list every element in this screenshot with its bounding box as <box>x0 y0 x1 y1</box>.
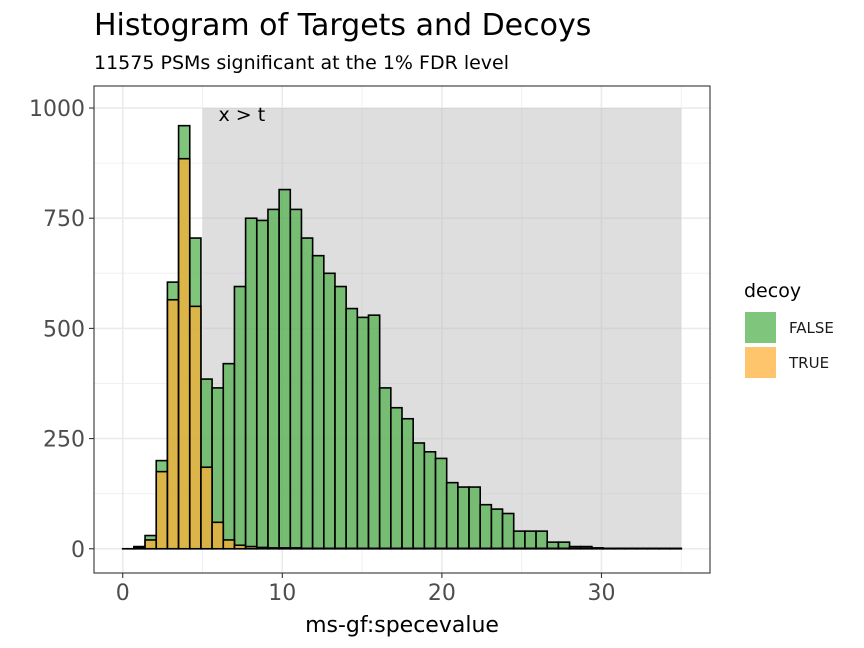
y-tick-label: 1000 <box>29 97 85 122</box>
y-tick-label: 500 <box>43 317 85 342</box>
bar-true <box>278 547 292 550</box>
chart-title: Histogram of Targets and Decoys <box>94 8 591 43</box>
y-tick-label: 0 <box>71 538 85 563</box>
bar-true <box>144 539 158 550</box>
legend: decoy FALSE TRUE <box>744 280 834 378</box>
bar-false <box>311 254 325 550</box>
bar-false <box>501 512 515 550</box>
bar-true <box>244 545 258 550</box>
bar-false <box>255 219 269 550</box>
bar-true <box>133 546 146 550</box>
bar-false <box>345 307 359 550</box>
bar-false <box>244 217 258 550</box>
bar-false <box>434 457 448 550</box>
chart-subtitle: 11575 PSMs significant at the 1% FDR lev… <box>94 52 509 74</box>
y-tick-label: 250 <box>43 428 85 453</box>
bar-false <box>445 481 459 550</box>
legend-key-true <box>745 347 776 378</box>
legend-title: decoy <box>744 280 801 302</box>
bar-true <box>267 547 280 550</box>
bar-false <box>267 208 280 550</box>
bar-false <box>479 503 493 550</box>
bar-false <box>535 530 549 550</box>
bar-false <box>323 272 336 550</box>
bar-false <box>512 530 526 550</box>
bar-false <box>524 530 537 550</box>
x-tick-label: 10 <box>268 581 296 606</box>
bar-true <box>200 466 213 550</box>
shaded-region-label: x > t <box>219 104 266 126</box>
legend-key-false <box>745 312 776 343</box>
bars <box>121 124 683 550</box>
legend-label-true: TRUE <box>788 354 829 372</box>
bar-false <box>390 406 403 550</box>
x-tick-label: 20 <box>428 581 456 606</box>
bar-false <box>490 508 504 550</box>
x-axis: 0 10 20 30 <box>116 573 615 606</box>
bar-true <box>177 157 191 550</box>
bar-false <box>468 486 481 550</box>
plot-area: x > t <box>93 85 711 574</box>
bar-false <box>300 237 314 550</box>
bar-true <box>211 521 225 550</box>
bar-false <box>278 188 292 550</box>
bar-false <box>457 486 470 550</box>
bar-true <box>233 544 247 550</box>
bar-false <box>233 285 247 550</box>
bar-true <box>155 470 169 550</box>
panel-border <box>93 85 711 574</box>
bar-false <box>222 362 236 550</box>
x-tick-label: 0 <box>116 581 130 606</box>
bar-true <box>166 298 180 550</box>
legend-label-false: FALSE <box>789 319 834 337</box>
bar-false <box>367 314 381 550</box>
bar-false <box>289 208 303 550</box>
bar-false <box>412 442 426 550</box>
bar-false <box>378 387 392 550</box>
bar-false <box>401 417 414 550</box>
bar-true <box>222 539 236 550</box>
x-axis-label: ms-gf:specevalue <box>305 613 499 638</box>
bar-true <box>188 305 202 550</box>
bar-false <box>334 285 347 550</box>
y-tick-label: 750 <box>43 207 85 232</box>
x-tick-label: 30 <box>587 581 615 606</box>
y-axis: 0 250 500 750 1000 <box>29 97 94 563</box>
bar-false <box>356 316 370 550</box>
bar-false <box>423 451 437 550</box>
bar-true <box>289 547 303 550</box>
bar-true <box>255 546 269 550</box>
